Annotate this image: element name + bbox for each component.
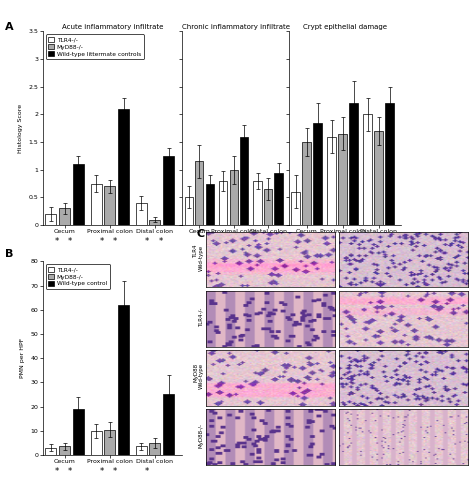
Bar [274, 172, 283, 225]
Bar [184, 197, 193, 225]
Bar [91, 431, 101, 455]
Bar [195, 162, 203, 225]
Bar [385, 104, 394, 225]
Text: MyD88
Wild-type: MyD88 Wild-type [193, 363, 204, 389]
Bar [240, 136, 248, 225]
Text: *: * [100, 467, 104, 476]
Text: TLR4-/-: TLR4-/- [199, 307, 204, 327]
Bar [292, 192, 300, 225]
Text: *: * [68, 237, 73, 246]
Text: TLR4
Wild-type: TLR4 Wild-type [193, 245, 204, 271]
Bar [73, 164, 84, 225]
Text: *: * [68, 467, 73, 476]
Bar [302, 142, 311, 225]
Text: *: * [145, 467, 149, 476]
Bar [327, 136, 336, 225]
Bar [91, 183, 101, 225]
Bar [46, 214, 56, 225]
Title: Crypt epithelial damage: Crypt epithelial damage [303, 24, 387, 30]
Text: *: * [55, 237, 59, 246]
Bar [206, 183, 214, 225]
Bar [59, 209, 70, 225]
Text: *: * [158, 237, 163, 246]
Bar [149, 443, 161, 455]
Bar [118, 109, 129, 225]
Text: B: B [5, 249, 13, 259]
Text: C: C [197, 229, 205, 239]
Bar [136, 446, 147, 455]
Text: *: * [145, 237, 149, 246]
Bar [73, 409, 84, 455]
Bar [264, 189, 273, 225]
Text: *: * [113, 467, 118, 476]
Title: Chronic inflammatory infiltrate: Chronic inflammatory infiltrate [182, 24, 290, 30]
Bar [104, 430, 115, 455]
Text: *: * [298, 237, 302, 246]
Text: MyD88-/-: MyD88-/- [199, 423, 204, 448]
Legend: TLR4-/-, MyD88-/-, Wild-type littermate controls: TLR4-/-, MyD88-/-, Wild-type littermate … [46, 34, 144, 60]
Text: *: * [113, 237, 118, 246]
Bar [136, 203, 147, 225]
Y-axis label: Histology Score: Histology Score [18, 104, 23, 153]
Bar [46, 448, 56, 455]
Text: *: * [100, 237, 104, 246]
Bar [163, 394, 174, 455]
Text: *: * [55, 467, 59, 476]
Bar [104, 186, 115, 225]
Bar [313, 123, 322, 225]
Bar [229, 170, 238, 225]
Text: *: * [225, 237, 229, 246]
Bar [163, 156, 174, 225]
Bar [219, 181, 228, 225]
Bar [59, 446, 70, 455]
Bar [338, 134, 347, 225]
Legend: TLR4-/-, MyD88-/-, Wild-type control: TLR4-/-, MyD88-/-, Wild-type control [46, 264, 109, 289]
Title: Acute inflammatory infiltrate: Acute inflammatory infiltrate [62, 24, 163, 30]
Y-axis label: PMN per HPF: PMN per HPF [20, 338, 25, 378]
Bar [254, 181, 262, 225]
Bar [118, 305, 129, 455]
Bar [363, 114, 372, 225]
Bar [374, 131, 383, 225]
Text: A: A [5, 22, 13, 32]
Bar [149, 220, 161, 225]
Bar [349, 104, 358, 225]
